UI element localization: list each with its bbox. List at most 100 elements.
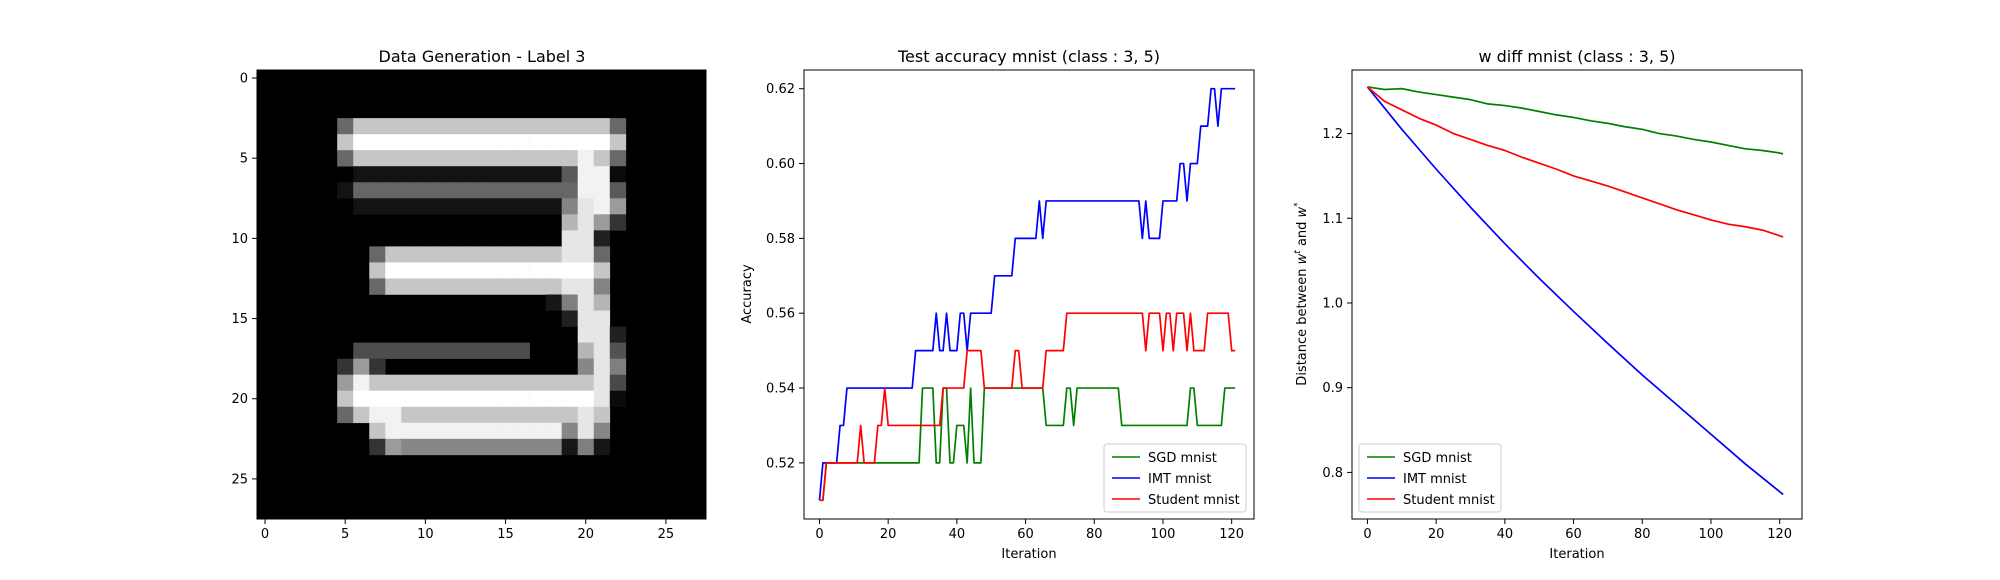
pixel-cell [401, 422, 418, 440]
pixel-cell [561, 134, 579, 151]
pixel-cell [401, 438, 418, 456]
pixel-cell [465, 166, 482, 183]
pixel-cell [577, 358, 595, 375]
pixel-cell [545, 422, 562, 440]
pixel-cell [497, 134, 514, 151]
pixel-cell [513, 390, 530, 408]
pixel-cell [385, 198, 402, 215]
pixel-cell [497, 438, 514, 456]
wdiff-y-tick-label: 1.0 [1322, 296, 1343, 311]
pixel-cell [369, 182, 386, 199]
pixel-cell [385, 134, 402, 151]
wdiff-series-line-0 [1367, 86, 1784, 155]
pixel-cell [465, 422, 482, 440]
pixel-cell [369, 198, 386, 215]
pixel-cell [465, 118, 482, 135]
accuracy-y-label: Accuracy [740, 264, 755, 324]
pixel-cell [577, 294, 595, 311]
accuracy-y-tick-label: 0.62 [766, 82, 795, 97]
pixel-cell [609, 182, 627, 199]
wdiff-panel: w diff mnist (class : 3, 5) 0 20 40 60 80 100… [1293, 47, 1803, 562]
pixel-cell [577, 134, 595, 151]
pixel-cell [449, 198, 466, 215]
pixel-cell [593, 214, 611, 231]
pixel-cell [401, 198, 418, 215]
pixel-cell [513, 150, 530, 167]
pixel-cell [385, 374, 402, 392]
pixel-cell [385, 390, 402, 408]
pixel-cell [369, 438, 386, 456]
digit-image-frame [256, 69, 707, 520]
pixel-cell [449, 262, 466, 279]
pixel-cell [593, 134, 611, 151]
pixel-cell [593, 198, 611, 215]
pixel-cell [545, 262, 562, 279]
digit-image-y-ticks: 0 5 10 15 20 25 [231, 72, 257, 487]
digit-image-x-tick-label: 25 [658, 527, 675, 542]
pixel-cell [481, 278, 498, 295]
pixel-cell [513, 166, 530, 183]
pixel-cell [497, 262, 514, 279]
pixel-cell [529, 374, 546, 392]
pixel-cell [433, 166, 450, 183]
pixel-cell [561, 246, 579, 263]
pixel-cell [417, 374, 434, 392]
pixel-cell [417, 166, 434, 183]
pixel-cell [465, 150, 482, 167]
pixel-cell [545, 246, 562, 263]
pixel-cell [353, 118, 370, 135]
pixel-cell [513, 278, 530, 295]
pixel-cell [561, 406, 579, 424]
pixel-cell [465, 342, 482, 359]
pixel-cell [417, 198, 434, 215]
pixel-cell [577, 230, 595, 247]
pixel-cell [561, 374, 579, 392]
pixel-cell [545, 118, 562, 135]
pixel-cell [593, 406, 611, 424]
pixel-cell [561, 198, 579, 215]
pixel-cell [529, 166, 546, 183]
pixel-cell [481, 390, 498, 408]
pixel-cell [449, 342, 466, 359]
pixel-cell [417, 182, 434, 199]
pixel-cell [561, 390, 579, 408]
pixel-cell [337, 118, 354, 135]
pixel-cell [577, 166, 595, 183]
pixel-cell [529, 262, 546, 279]
pixel-cell [577, 310, 595, 327]
pixel-cell [481, 246, 498, 263]
pixel-cell [401, 374, 418, 392]
pixel-cell [545, 134, 562, 151]
accuracy-x-tick-label: 60 [1017, 527, 1034, 542]
pixel-cell [353, 390, 370, 408]
pixel-cell [449, 134, 466, 151]
pixel-cell [577, 374, 595, 392]
wdiff-y-tick-label: 0.8 [1322, 466, 1343, 481]
pixel-cell [609, 214, 627, 231]
pixel-cell [353, 406, 370, 424]
pixel-cell [369, 150, 386, 167]
pixel-cell [465, 262, 482, 279]
pixel-cell [353, 374, 370, 392]
pixel-cell [513, 422, 530, 440]
pixel-cell [577, 342, 595, 359]
pixel-cell [545, 278, 562, 295]
pixel-cell [593, 278, 611, 295]
digit-image-y-tick-label: 10 [231, 232, 248, 247]
wdiff-legend-imt-label: IMT mnist [1403, 472, 1467, 487]
digit-image-x-tick-label: 5 [341, 527, 349, 542]
wdiff-x-tick-label: 20 [1428, 527, 1445, 542]
pixel-cell [513, 406, 530, 424]
pixel-cell [465, 246, 482, 263]
accuracy-title: Test accuracy mnist (class : 3, 5) [897, 47, 1160, 66]
pixel-cell [497, 166, 514, 183]
pixel-cell [593, 230, 611, 247]
pixel-cell [561, 182, 579, 199]
wdiff-y-tick-label: 1.2 [1322, 127, 1343, 142]
pixel-cell [337, 150, 354, 167]
pixel-cell [577, 182, 595, 199]
pixel-cell [529, 198, 546, 215]
pixel-cell [545, 438, 562, 456]
pixel-cell [449, 438, 466, 456]
pixel-cell [497, 390, 514, 408]
